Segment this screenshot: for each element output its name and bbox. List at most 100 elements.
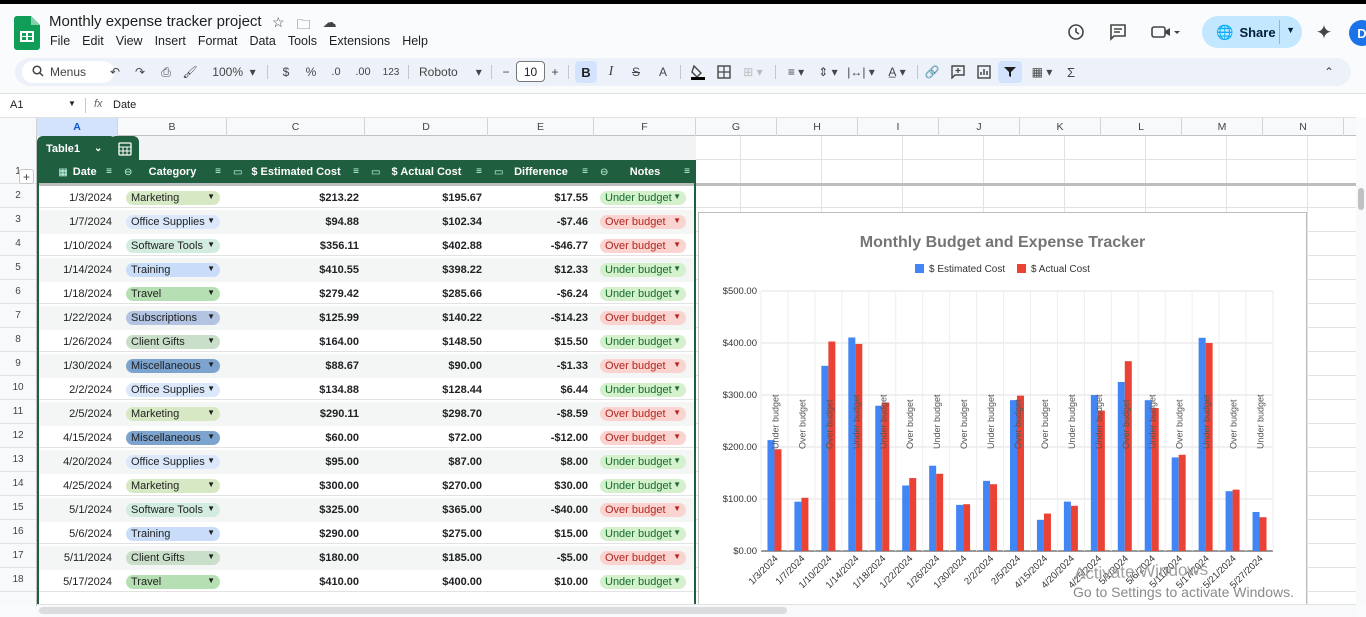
cell-actual-cost[interactable]: $90.00 bbox=[448, 360, 482, 372]
menu-edit[interactable]: Edit bbox=[82, 34, 104, 48]
category-chip[interactable]: Marketing ▼ bbox=[126, 191, 220, 205]
category-chip[interactable]: Miscellaneous ▼ bbox=[126, 431, 220, 445]
row-header[interactable]: 14 bbox=[0, 472, 36, 496]
italic-button[interactable]: I bbox=[608, 64, 614, 79]
notes-chip[interactable]: Over budget ▼ bbox=[600, 431, 686, 445]
undo-icon[interactable]: ↶ bbox=[109, 65, 121, 79]
cell-difference[interactable]: $17.55 bbox=[554, 192, 588, 204]
cloud-status-icon[interactable]: ☁ bbox=[322, 14, 337, 30]
column-header-d[interactable]: D bbox=[365, 118, 488, 136]
notes-chip[interactable]: Under budget ▼ bbox=[600, 335, 686, 349]
font-size-input[interactable]: 10 bbox=[516, 61, 545, 82]
cell-estimated-cost[interactable]: $164.00 bbox=[319, 336, 359, 348]
percent-format-button[interactable]: % bbox=[305, 65, 317, 79]
cell-date[interactable]: 4/20/2024 bbox=[63, 456, 112, 468]
notes-chip[interactable]: Under budget ▼ bbox=[600, 575, 686, 589]
gemini-sparkle-icon[interactable]: ✦ bbox=[1315, 21, 1333, 44]
row-header[interactable]: 13 bbox=[0, 448, 36, 472]
cell-category[interactable]: Marketing ▼ bbox=[118, 186, 227, 210]
category-chip[interactable]: Client Gifts ▼ bbox=[126, 551, 220, 565]
cell-category[interactable]: Software Tools ▼ bbox=[118, 234, 227, 258]
cell-category[interactable]: Office Supplies ▼ bbox=[118, 210, 227, 234]
cell-actual-cost[interactable]: $102.34 bbox=[442, 216, 482, 228]
cell-category[interactable]: Software Tools ▼ bbox=[118, 498, 227, 522]
column-header-h[interactable]: H bbox=[777, 118, 858, 136]
search-menus-button[interactable]: Menus bbox=[22, 61, 114, 83]
cell-date[interactable]: 1/3/2024 bbox=[69, 192, 112, 204]
insert-comment-icon[interactable] bbox=[949, 58, 967, 86]
cell-notes[interactable]: Over budget ▼ bbox=[594, 234, 696, 258]
cell-date[interactable]: 1/7/2024 bbox=[69, 216, 112, 228]
menu-insert[interactable]: Insert bbox=[154, 34, 186, 48]
vertical-scrollbar[interactable] bbox=[1356, 185, 1366, 605]
name-box[interactable]: A1 ▼ bbox=[10, 99, 76, 111]
notes-chip[interactable]: Under budget ▼ bbox=[600, 287, 686, 301]
frozen-row-divider[interactable] bbox=[37, 183, 1356, 186]
cell-notes[interactable]: Under budget ▼ bbox=[594, 570, 696, 594]
cell-difference[interactable]: -$14.23 bbox=[550, 312, 588, 324]
cell-difference[interactable]: -$1.33 bbox=[556, 360, 588, 372]
cell-date[interactable]: 4/25/2024 bbox=[63, 480, 112, 492]
cell-date[interactable]: 4/15/2024 bbox=[63, 432, 112, 444]
paint-format-icon[interactable]: 🖌 bbox=[182, 65, 198, 79]
borders-icon[interactable] bbox=[715, 58, 733, 86]
category-chip[interactable]: Training ▼ bbox=[126, 263, 220, 277]
column-filter-icon[interactable]: ≡ bbox=[353, 166, 359, 177]
column-filter-icon[interactable]: ≡ bbox=[582, 166, 588, 177]
notes-chip[interactable]: Over budget ▼ bbox=[600, 311, 686, 325]
vertical-align-icon[interactable]: ⇕ ▾ bbox=[818, 65, 838, 79]
cell-actual-cost[interactable]: $275.00 bbox=[442, 528, 482, 540]
notes-chip[interactable]: Under budget ▼ bbox=[600, 383, 686, 397]
menu-data[interactable]: Data bbox=[249, 34, 276, 48]
cell-difference[interactable]: $30.00 bbox=[554, 480, 588, 492]
row-header[interactable]: 10 bbox=[0, 376, 36, 400]
cell-estimated-cost[interactable]: $300.00 bbox=[319, 480, 359, 492]
increase-decimal-button[interactable]: .00 bbox=[355, 66, 371, 78]
cell-actual-cost[interactable]: $140.22 bbox=[442, 312, 482, 324]
category-chip[interactable]: Marketing ▼ bbox=[126, 479, 220, 493]
cell-actual-cost[interactable]: $365.00 bbox=[442, 504, 482, 516]
document-title[interactable]: Monthly expense tracker project bbox=[49, 13, 262, 30]
cell-actual-cost[interactable]: $195.67 bbox=[442, 192, 482, 204]
notes-chip[interactable]: Over budget ▼ bbox=[600, 407, 686, 421]
category-chip[interactable]: Software Tools ▼ bbox=[126, 503, 220, 517]
cell-difference[interactable]: -$40.00 bbox=[550, 504, 588, 516]
move-folder-icon[interactable]: 🗀 bbox=[296, 16, 311, 32]
row-header[interactable]: 7 bbox=[0, 304, 36, 328]
header-category[interactable]: ⊖ Category ≡ bbox=[124, 166, 221, 178]
zoom-select[interactable]: 100% ▾ bbox=[212, 65, 256, 79]
cell-actual-cost[interactable]: $72.00 bbox=[448, 432, 482, 444]
row-header[interactable]: 1 bbox=[0, 160, 36, 184]
category-chip[interactable]: Subscriptions ▼ bbox=[126, 311, 220, 325]
menu-format[interactable]: Format bbox=[197, 34, 238, 48]
currency-format-button[interactable]: $ bbox=[282, 65, 290, 79]
horizontal-align-icon[interactable]: ≡ ▾ bbox=[787, 65, 805, 79]
notes-chip[interactable]: Over budget ▼ bbox=[600, 215, 686, 229]
cell-difference[interactable]: -$7.46 bbox=[556, 216, 588, 228]
cell-estimated-cost[interactable]: $410.55 bbox=[319, 264, 359, 276]
column-filter-icon[interactable]: ≡ bbox=[476, 166, 482, 177]
row-header[interactable]: 17 bbox=[0, 544, 36, 568]
meet-icon[interactable] bbox=[1146, 20, 1186, 44]
cell-notes[interactable]: Under budget ▼ bbox=[594, 474, 696, 498]
notes-chip[interactable]: Over budget ▼ bbox=[600, 551, 686, 565]
horizontal-scroll-thumb[interactable] bbox=[39, 607, 787, 614]
cell-estimated-cost[interactable]: $290.00 bbox=[319, 528, 359, 540]
cell-category[interactable]: Marketing ▼ bbox=[118, 474, 227, 498]
cell-notes[interactable]: Under budget ▼ bbox=[594, 522, 696, 546]
notes-chip[interactable]: Under budget ▼ bbox=[600, 479, 686, 493]
avatar[interactable]: D bbox=[1349, 20, 1366, 46]
cell-date[interactable]: 5/11/2024 bbox=[63, 552, 112, 564]
cell-difference[interactable]: $8.00 bbox=[560, 456, 588, 468]
cell-category[interactable]: Travel ▼ bbox=[118, 282, 227, 306]
row-header[interactable]: 15 bbox=[0, 496, 36, 520]
font-select[interactable]: Roboto ▾ bbox=[419, 65, 482, 79]
collapse-toolbar-icon[interactable]: ⌃ bbox=[1323, 65, 1335, 79]
cell-estimated-cost[interactable]: $213.22 bbox=[319, 192, 359, 204]
category-chip[interactable]: Office Supplies ▼ bbox=[126, 455, 220, 469]
cell-notes[interactable]: Over budget ▼ bbox=[594, 546, 696, 570]
cell-notes[interactable]: Over budget ▼ bbox=[594, 402, 696, 426]
cell-actual-cost[interactable]: $185.00 bbox=[442, 552, 482, 564]
cell-date[interactable]: 2/2/2024 bbox=[69, 384, 112, 396]
strikethrough-button[interactable]: S bbox=[631, 65, 640, 79]
